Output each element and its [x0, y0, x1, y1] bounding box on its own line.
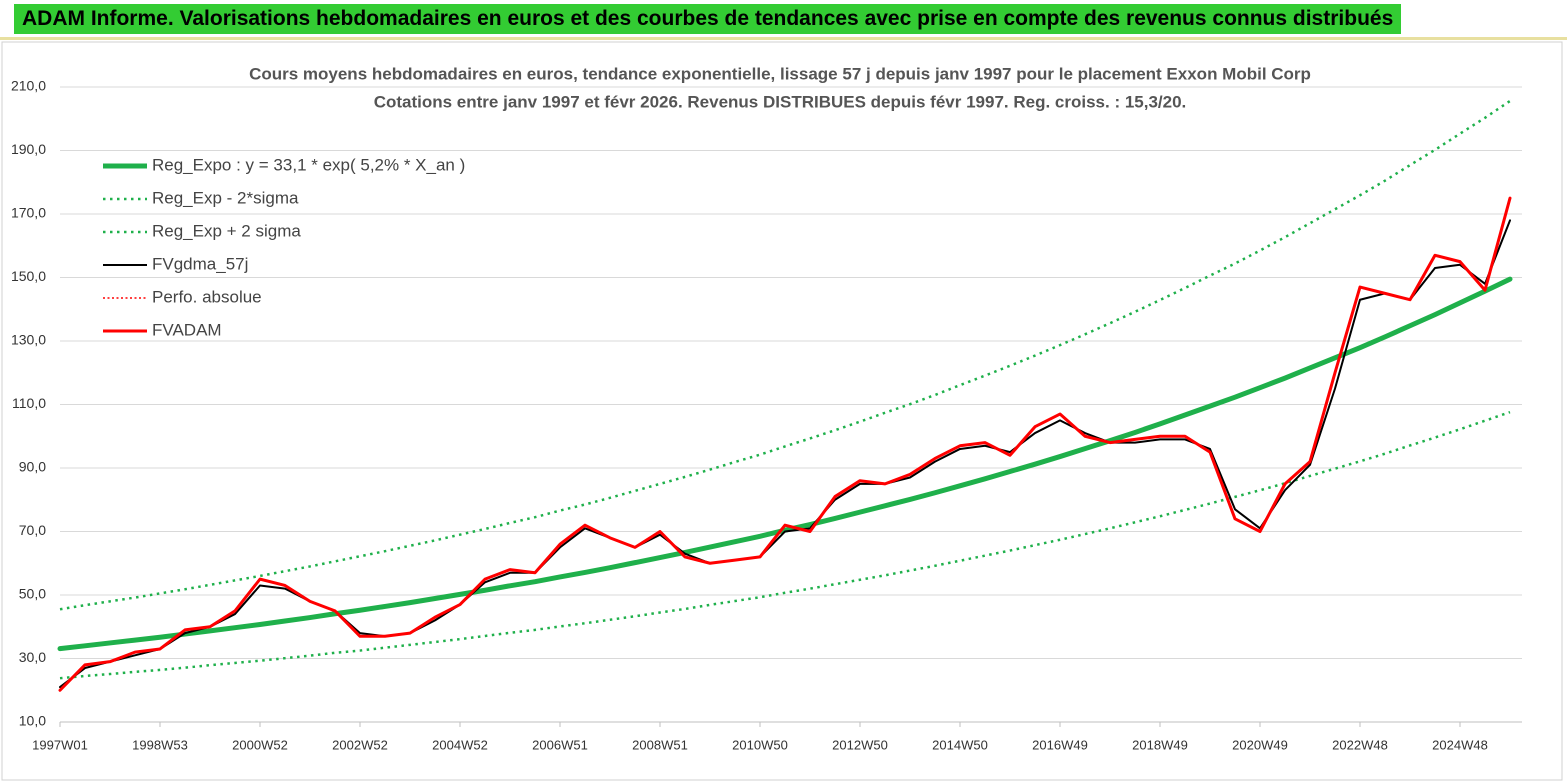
x-tick-label: 2008W51 [632, 737, 688, 752]
header-title: ADAM Informe. Valorisations hebdomadaire… [14, 4, 1402, 34]
y-tick-label: 70,0 [19, 522, 46, 538]
x-tick-label: 2014W50 [932, 737, 988, 752]
chart: Cours moyens hebdomadaires en euros, ten… [1, 41, 1563, 781]
x-tick-label: 1998W53 [132, 737, 188, 752]
x-tick-label: 2004W52 [432, 737, 488, 752]
legend-label: FVgdma_57j [152, 254, 248, 273]
legend-label: Reg_Expo : y = 33,1 * exp( 5,2% * X_an ) [152, 155, 465, 174]
x-tick-label: 2006W51 [532, 737, 588, 752]
x-tick-label: 2000W52 [232, 737, 288, 752]
y-tick-label: 190,0 [11, 141, 46, 157]
x-tick-label: 2018W49 [1132, 737, 1188, 752]
header: ADAM Informe. Valorisations hebdomadaire… [0, 0, 1567, 40]
series-line [59, 410, 1511, 680]
y-tick-label: 210,0 [11, 78, 46, 94]
y-tick-label: 170,0 [11, 205, 46, 221]
x-tick-label: 2010W50 [732, 737, 788, 752]
y-tick-label: 10,0 [19, 713, 46, 729]
series-line [57, 276, 1513, 652]
y-tick-label: 90,0 [19, 459, 46, 475]
x-tick-label: 2016W49 [1032, 737, 1088, 752]
chart-title: Cours moyens hebdomadaires en euros, ten… [249, 64, 1311, 83]
x-tick-label: 2020W49 [1232, 737, 1288, 752]
chart-frame [1, 41, 1563, 781]
legend-label: Perfo. absolue [152, 287, 262, 306]
y-tick-label: 50,0 [19, 586, 46, 602]
y-tick-label: 130,0 [11, 332, 46, 348]
x-tick-label: 2002W52 [332, 737, 388, 752]
y-tick-label: 110,0 [12, 395, 46, 411]
y-tick-label: 30,0 [19, 649, 46, 665]
legend-label: Reg_Exp + 2 sigma [152, 221, 301, 240]
legend-label: Reg_Exp - 2*sigma [152, 188, 299, 207]
legend-label: FVADAM [152, 320, 222, 339]
y-tick-label: 150,0 [11, 268, 46, 284]
x-tick-label: 2012W50 [832, 737, 888, 752]
series-line [58, 196, 1512, 692]
x-tick-label: 2024W48 [1432, 737, 1488, 752]
series-line [59, 99, 1511, 611]
x-tick-label: 2022W48 [1332, 737, 1388, 752]
chart-subtitle: Cotations entre janv 1997 et févr 2026. … [374, 92, 1187, 111]
x-tick-label: 1997W01 [32, 737, 88, 752]
